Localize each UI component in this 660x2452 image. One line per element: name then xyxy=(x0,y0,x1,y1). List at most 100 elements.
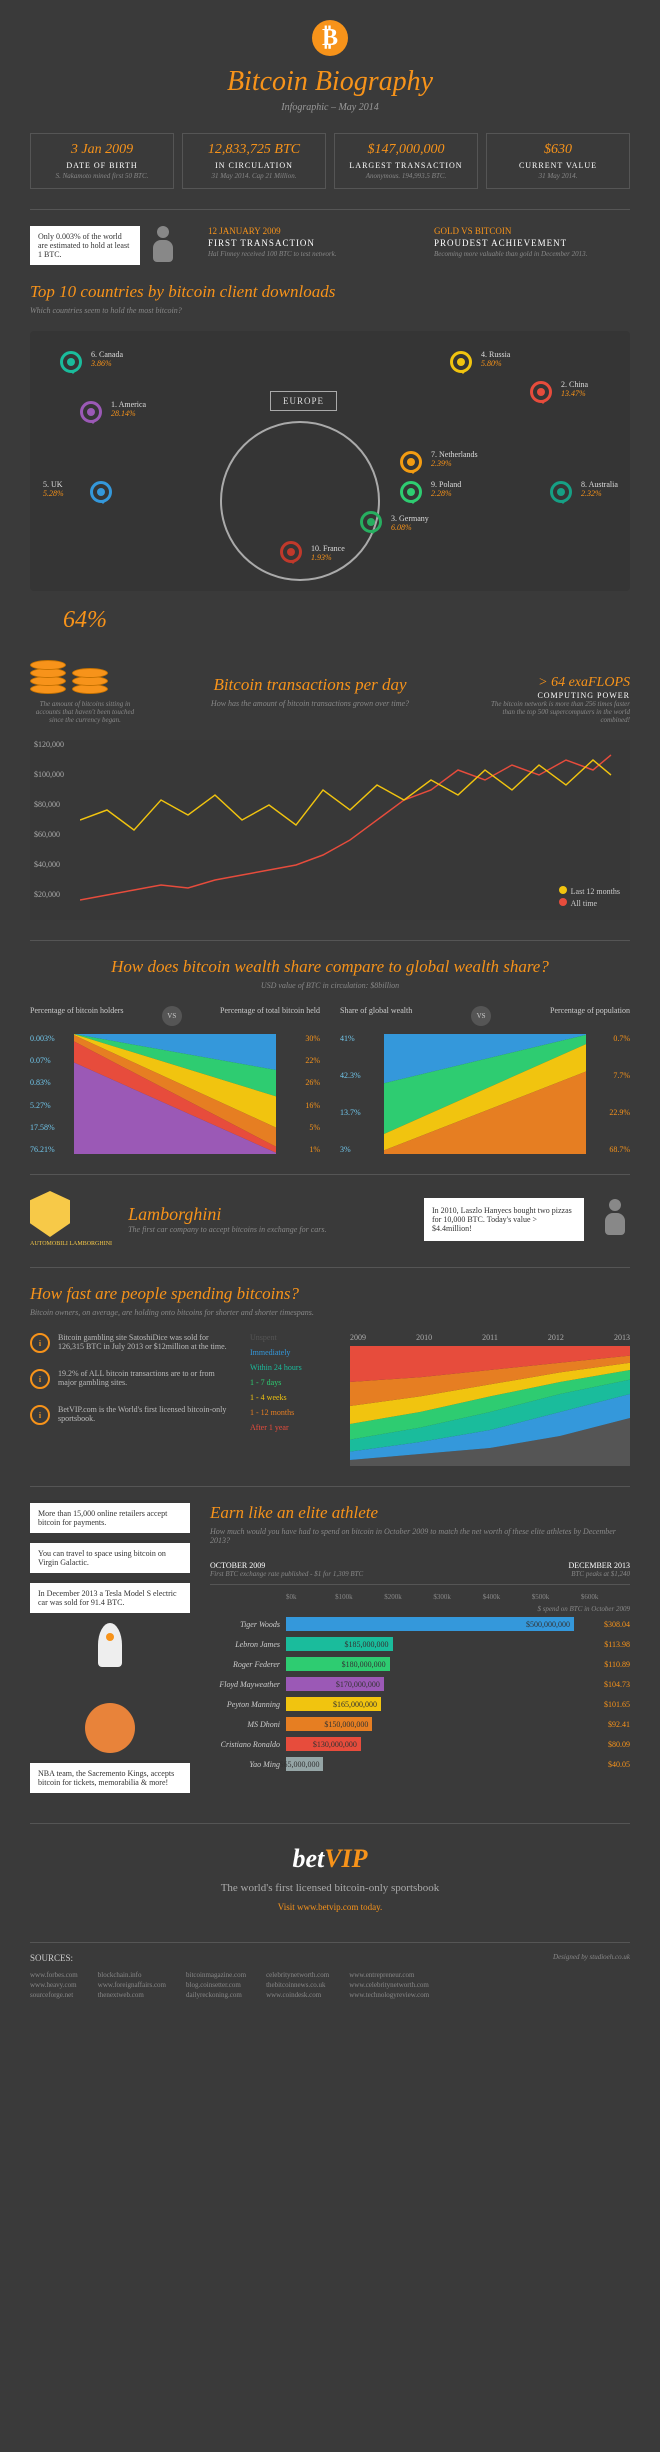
year-label: 2009 xyxy=(350,1333,366,1342)
athlete-row: Peyton Manning $165,000,000 $101.65 xyxy=(210,1697,630,1711)
wealth-left-h2: Percentage of total bitcoin held xyxy=(220,1006,320,1026)
ath-spend-header: $ spend on BTC in October 2009 xyxy=(210,1605,630,1613)
athlete-row: Lebron James $185,000,000 $113.98 xyxy=(210,1637,630,1651)
info-icon: i xyxy=(30,1333,50,1353)
legend-item: All time xyxy=(559,898,620,908)
pin-name: Australia xyxy=(589,480,618,489)
map-pin: 4. Russia 5.80% xyxy=(450,351,472,373)
retail-callout: More than 15,000 online retailers accept… xyxy=(30,1503,190,1533)
ath-col-oct: OCTOBER 2009 xyxy=(210,1561,363,1570)
pin-pct: 1.93% xyxy=(311,553,332,562)
axis-tick: $0k xyxy=(286,1593,335,1601)
info-icon: i xyxy=(30,1369,50,1389)
source-link: bitcoinmagazine.com xyxy=(186,1971,246,1979)
athletes-axis: $0k$100k$200k$300k$400k$500k$600k xyxy=(286,1593,630,1601)
athlete-bar: $65,000,000 xyxy=(286,1757,323,1771)
first-tx-sub: Hal Finney received 100 BTC to test netw… xyxy=(208,250,404,258)
map-pin: 3. Germany 6.08% xyxy=(360,511,382,533)
source-link: www.heavy.com xyxy=(30,1981,78,1989)
stat-label: DATE OF BIRTH xyxy=(37,161,167,170)
gold-btc-sub: Becoming more valuable than gold in Dece… xyxy=(434,250,630,258)
btc-holder-callout: Only 0.003% of the world are estimated t… xyxy=(30,226,140,265)
y-axis-label: $120,000 xyxy=(34,740,64,749)
transactions-chart: Last 12 monthsAll time $120,000$100,000$… xyxy=(30,740,630,920)
stat-sub: S. Nakamoto mined first 50 BTC. xyxy=(37,172,167,180)
legend-item: Last 12 months xyxy=(559,886,620,896)
divider xyxy=(30,940,630,941)
divider xyxy=(30,1486,630,1487)
exaflops-block: > 64 exaFLOPS COMPUTING POWER The bitcoi… xyxy=(480,675,630,724)
spending-categories: UnspentImmediatelyWithin 24 hours1 - 7 d… xyxy=(250,1333,340,1466)
sources-grid: www.forbes.comwww.heavy.comsourceforge.n… xyxy=(30,1971,630,1999)
pin-name: America xyxy=(119,400,147,409)
pin-name: China xyxy=(569,380,588,389)
spending-title: How fast are people spending bitcoins? xyxy=(30,1284,630,1304)
map-pin: 7. Netherlands 2.39% xyxy=(400,451,422,473)
tx-per-day-block: Bitcoin transactions per day How has the… xyxy=(160,675,460,724)
lambo-label: AUTOMOBILI LAMBORGHINI xyxy=(30,1241,112,1247)
wealth-label: 0.003% xyxy=(30,1034,74,1043)
lambo-sub: The first car company to accept bitcoins… xyxy=(128,1225,408,1234)
spending-category: Immediately xyxy=(250,1348,340,1357)
stat-sub: 31 May 2014. Cap 21 Million. xyxy=(189,172,319,180)
stat-box: $147,000,000 LARGEST TRANSACTION Anonymo… xyxy=(334,133,478,189)
world-map: EUROPE 1. America 28.14% 2. China 13.47%… xyxy=(30,331,630,591)
stat-box: $630 CURRENT VALUE 31 May 2014. xyxy=(486,133,630,189)
athlete-spend: $80.09 xyxy=(580,1740,630,1749)
stat-label: CURRENT VALUE xyxy=(493,161,623,170)
wealth-left-labels-l: 0.003%0.07%0.83%5.27%17.58%76.21% xyxy=(30,1034,74,1154)
wealth-label: 17.58% xyxy=(30,1123,74,1132)
wealth-left-chart xyxy=(74,1034,276,1154)
athlete-row: Cristiano Ronaldo $130,000,000 $80.09 xyxy=(210,1737,630,1751)
wealth-label: 13.7% xyxy=(340,1108,384,1117)
stat-box: 12,833,725 BTC IN CIRCULATION 31 May 201… xyxy=(182,133,326,189)
pin-pct: 28.14% xyxy=(111,409,136,418)
wealth-right-h1: Share of global wealth xyxy=(340,1006,412,1026)
wealth-left-h1: Percentage of bitcoin holders xyxy=(30,1006,124,1026)
wealth-left-labels-r: 30%22%26%16%5%1% xyxy=(276,1034,320,1154)
fact-text: BetVIP.com is the World's first licensed… xyxy=(58,1405,230,1425)
year-label: 2011 xyxy=(482,1333,498,1342)
source-column: www.forbes.comwww.heavy.comsourceforge.n… xyxy=(30,1971,78,1999)
fact-item: i Bitcoin gambling site SatoshiDice was … xyxy=(30,1333,230,1353)
axis-tick: $300k xyxy=(433,1593,482,1601)
stat-value: $147,000,000 xyxy=(341,142,471,158)
map-pin: 1. America 28.14% xyxy=(80,401,102,423)
header: ₿ Bitcoin Biography Infographic – May 20… xyxy=(30,20,630,113)
source-link: www.entrepreneur.com xyxy=(349,1971,429,1979)
athlete-row: Yao Ming $65,000,000 $40.05 xyxy=(210,1757,630,1771)
pin-rank: 9. xyxy=(431,480,437,489)
wealth-label: 41% xyxy=(340,1034,384,1043)
wealth-sub: USD value of BTC in circulation: $8billi… xyxy=(30,981,630,990)
athlete-bar: $500,000,000 xyxy=(286,1617,574,1631)
stats-row: 3 Jan 2009 DATE OF BIRTH S. Nakamoto min… xyxy=(30,133,630,189)
map-pin: 2. China 13.47% xyxy=(530,381,552,403)
athlete-spend: $308.04 xyxy=(580,1620,630,1629)
stat-value: $630 xyxy=(493,142,623,158)
exaflops-value: > 64 exaFLOPS xyxy=(480,675,630,691)
year-label: 2010 xyxy=(416,1333,432,1342)
source-column: bitcoinmagazine.comblog.coinsetter.comda… xyxy=(186,1971,246,1999)
wealth-label: 22% xyxy=(276,1056,320,1065)
stat-box: 3 Jan 2009 DATE OF BIRTH S. Nakamoto min… xyxy=(30,133,174,189)
athlete-spend: $104.73 xyxy=(580,1680,630,1689)
lamborghini-section: AUTOMOBILI LAMBORGHINI Lamborghini The f… xyxy=(30,1191,630,1247)
wealth-col-global: Share of global wealth VS Percentage of … xyxy=(340,1006,630,1154)
rocket-icon xyxy=(85,1623,135,1693)
facts-column: i Bitcoin gambling site SatoshiDice was … xyxy=(30,1333,230,1466)
axis-tick: $200k xyxy=(384,1593,433,1601)
first-transaction-row: Only 0.003% of the world are estimated t… xyxy=(30,226,630,266)
pin-pct: 5.80% xyxy=(481,359,502,368)
coins-block: 64% The amount of bitcoins sitting in ac… xyxy=(30,607,140,724)
athlete-row: MS Dhoni $150,000,000 $92.41 xyxy=(210,1717,630,1731)
pin-pct: 2.39% xyxy=(431,459,452,468)
y-axis-label: $100,000 xyxy=(34,770,64,779)
countries-title: Top 10 countries by bitcoin client downl… xyxy=(30,282,630,302)
pin-rank: 8. xyxy=(581,480,587,489)
athlete-bar: $170,000,000 xyxy=(286,1677,384,1691)
athlete-spend: $92.41 xyxy=(580,1720,630,1729)
wealth-label: 30% xyxy=(276,1034,320,1043)
athlete-spend: $110.89 xyxy=(580,1660,630,1669)
athlete-spend: $101.65 xyxy=(580,1700,630,1709)
gold-btc-date: GOLD VS BITCOIN xyxy=(434,226,630,236)
